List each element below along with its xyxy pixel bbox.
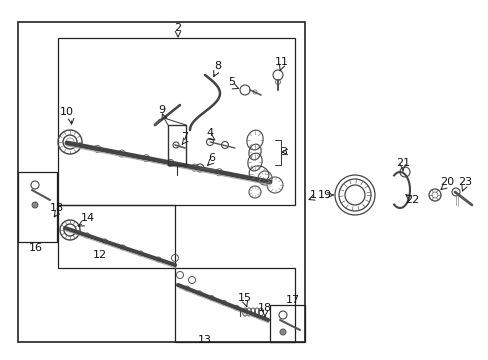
Bar (269, 305, 305, 342)
Text: 11: 11 (274, 57, 288, 67)
Text: 22: 22 (404, 195, 418, 205)
Text: 23: 23 (457, 177, 471, 187)
Text: 3: 3 (280, 147, 287, 157)
Text: 18: 18 (257, 303, 271, 313)
Text: 20: 20 (439, 177, 453, 187)
Circle shape (280, 329, 285, 335)
Text: 6: 6 (208, 153, 215, 163)
Text: 19: 19 (317, 190, 331, 200)
Circle shape (32, 202, 38, 208)
Text: 1: 1 (309, 190, 316, 200)
Text: 9: 9 (158, 105, 165, 115)
Text: 16: 16 (29, 243, 43, 253)
Text: 8: 8 (214, 61, 221, 71)
Text: 5: 5 (228, 77, 235, 87)
Text: 18: 18 (50, 203, 64, 213)
Text: 10: 10 (60, 107, 74, 117)
Text: 17: 17 (285, 295, 300, 305)
Text: 2: 2 (174, 23, 181, 33)
Text: 13: 13 (198, 335, 212, 345)
Text: 21: 21 (395, 158, 409, 168)
Bar (18, 172, 57, 242)
Text: 15: 15 (238, 293, 251, 303)
Bar (18, 22, 305, 342)
Bar (58, 38, 294, 205)
Text: 12: 12 (93, 250, 107, 260)
Text: 14: 14 (81, 213, 95, 223)
Bar (175, 268, 294, 342)
Text: 4: 4 (206, 128, 213, 138)
Text: 7: 7 (181, 132, 188, 142)
Bar (58, 205, 175, 268)
